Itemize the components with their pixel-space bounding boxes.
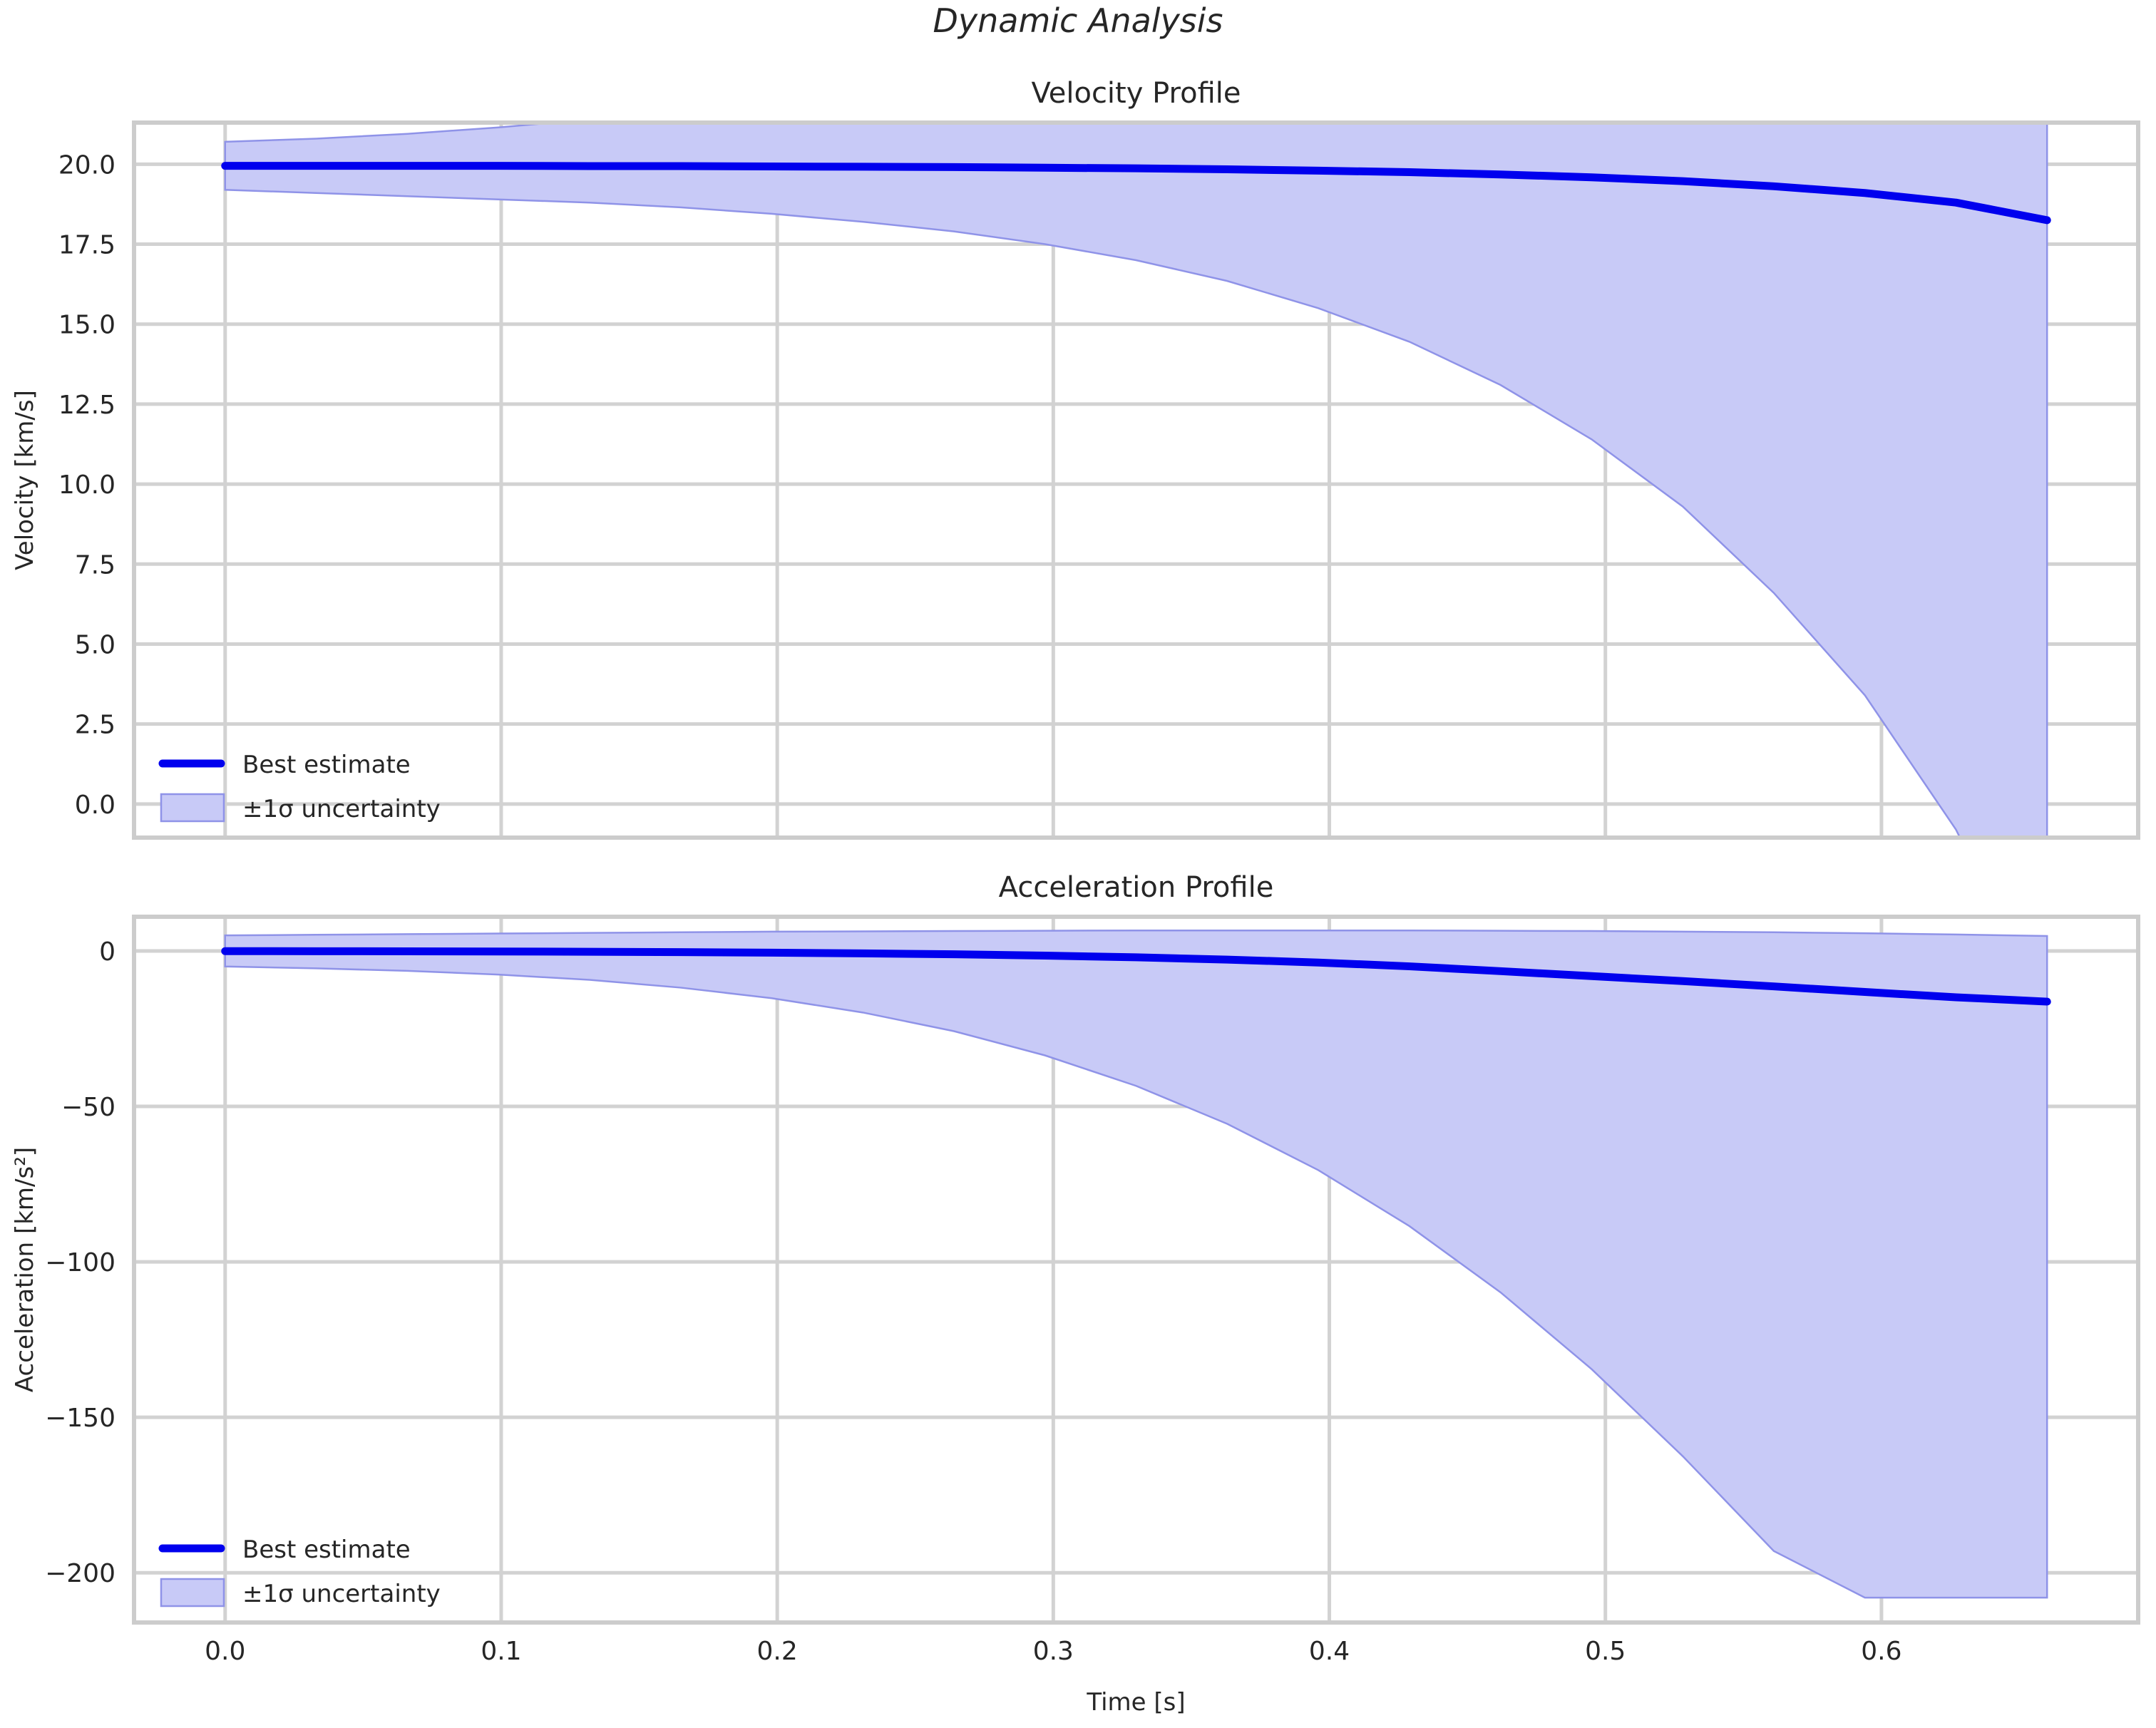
legend-velocity[interactable]: Best estimate ±1σ uncertainty bbox=[158, 751, 441, 823]
xtick-label-acceleration: 0.3 bbox=[1033, 1637, 1074, 1666]
axes-frame-acceleration bbox=[132, 915, 2140, 1625]
ytick-label-acceleration: −50 bbox=[61, 1093, 115, 1122]
axes-velocity: Velocity Profile 0.0 2.5 5.0 7.5 10.0 12.5 15.0… bbox=[11, 77, 2140, 840]
uncertainty-band-acceleration bbox=[224, 929, 2048, 1599]
ytick-label-velocity: 17.5 bbox=[58, 231, 115, 260]
xtick-label-acceleration: 0.2 bbox=[757, 1637, 798, 1666]
legend-label: Best estimate bbox=[242, 751, 411, 779]
legend-label: Best estimate bbox=[242, 1536, 411, 1564]
axes-title-velocity: Velocity Profile bbox=[1031, 77, 1241, 110]
xtick-label-acceleration: 0.0 bbox=[205, 1637, 245, 1666]
xtick-label-acceleration: 0.4 bbox=[1309, 1637, 1350, 1666]
ytick-label-velocity: 12.5 bbox=[58, 391, 115, 420]
legend-label: ±1σ uncertainty bbox=[242, 795, 441, 823]
plot-area-acceleration bbox=[221, 929, 2051, 1599]
ylabel-velocity: Velocity [km/s] bbox=[11, 390, 39, 570]
axes-acceleration: Acceleration Profile 0 −50 −100 −150 −200 0.0 0… bbox=[11, 871, 2140, 1717]
ytick-label-acceleration: −100 bbox=[45, 1248, 115, 1277]
curve-velocity bbox=[221, 162, 2051, 225]
ytick-label-acceleration: −200 bbox=[45, 1559, 115, 1588]
xtick-label-acceleration: 0.6 bbox=[1861, 1637, 1901, 1666]
gridlines-velocity bbox=[134, 123, 2138, 838]
axes-title-acceleration: Acceleration Profile bbox=[999, 871, 1274, 904]
ylabel-acceleration: Acceleration [km/s²] bbox=[11, 1147, 39, 1392]
ytick-label-velocity: 20.0 bbox=[58, 150, 115, 180]
uncertainty-band-velocity bbox=[224, 123, 2048, 838]
ytick-label-acceleration: 0 bbox=[99, 937, 115, 967]
ytick-label-velocity: 2.5 bbox=[75, 711, 115, 740]
legend-patch-swatch bbox=[160, 1578, 225, 1608]
legend-patch-swatch bbox=[160, 793, 225, 823]
legend-acceleration[interactable]: Best estimate ±1σ uncertainty bbox=[158, 1536, 441, 1608]
xtick-label-acceleration: 0.1 bbox=[481, 1637, 521, 1666]
plot-area-velocity bbox=[221, 123, 2051, 838]
ytick-label-velocity: 0.0 bbox=[75, 791, 115, 820]
ytick-label-acceleration: −150 bbox=[45, 1404, 115, 1433]
figure-suptitle: Dynamic Analysis bbox=[933, 1, 1223, 40]
axes-frame-velocity bbox=[132, 120, 2140, 840]
ytick-label-velocity: 7.5 bbox=[75, 550, 115, 580]
ytick-label-velocity: 10.0 bbox=[58, 470, 115, 500]
curve-acceleration bbox=[221, 947, 2051, 1006]
legend-label: ±1σ uncertainty bbox=[242, 1580, 441, 1608]
xlabel-acceleration: Time [s] bbox=[1086, 1688, 1185, 1717]
xtick-label-acceleration: 0.5 bbox=[1585, 1637, 1626, 1666]
ytick-label-velocity: 5.0 bbox=[75, 630, 115, 659]
ytick-label-velocity: 15.0 bbox=[58, 311, 115, 340]
